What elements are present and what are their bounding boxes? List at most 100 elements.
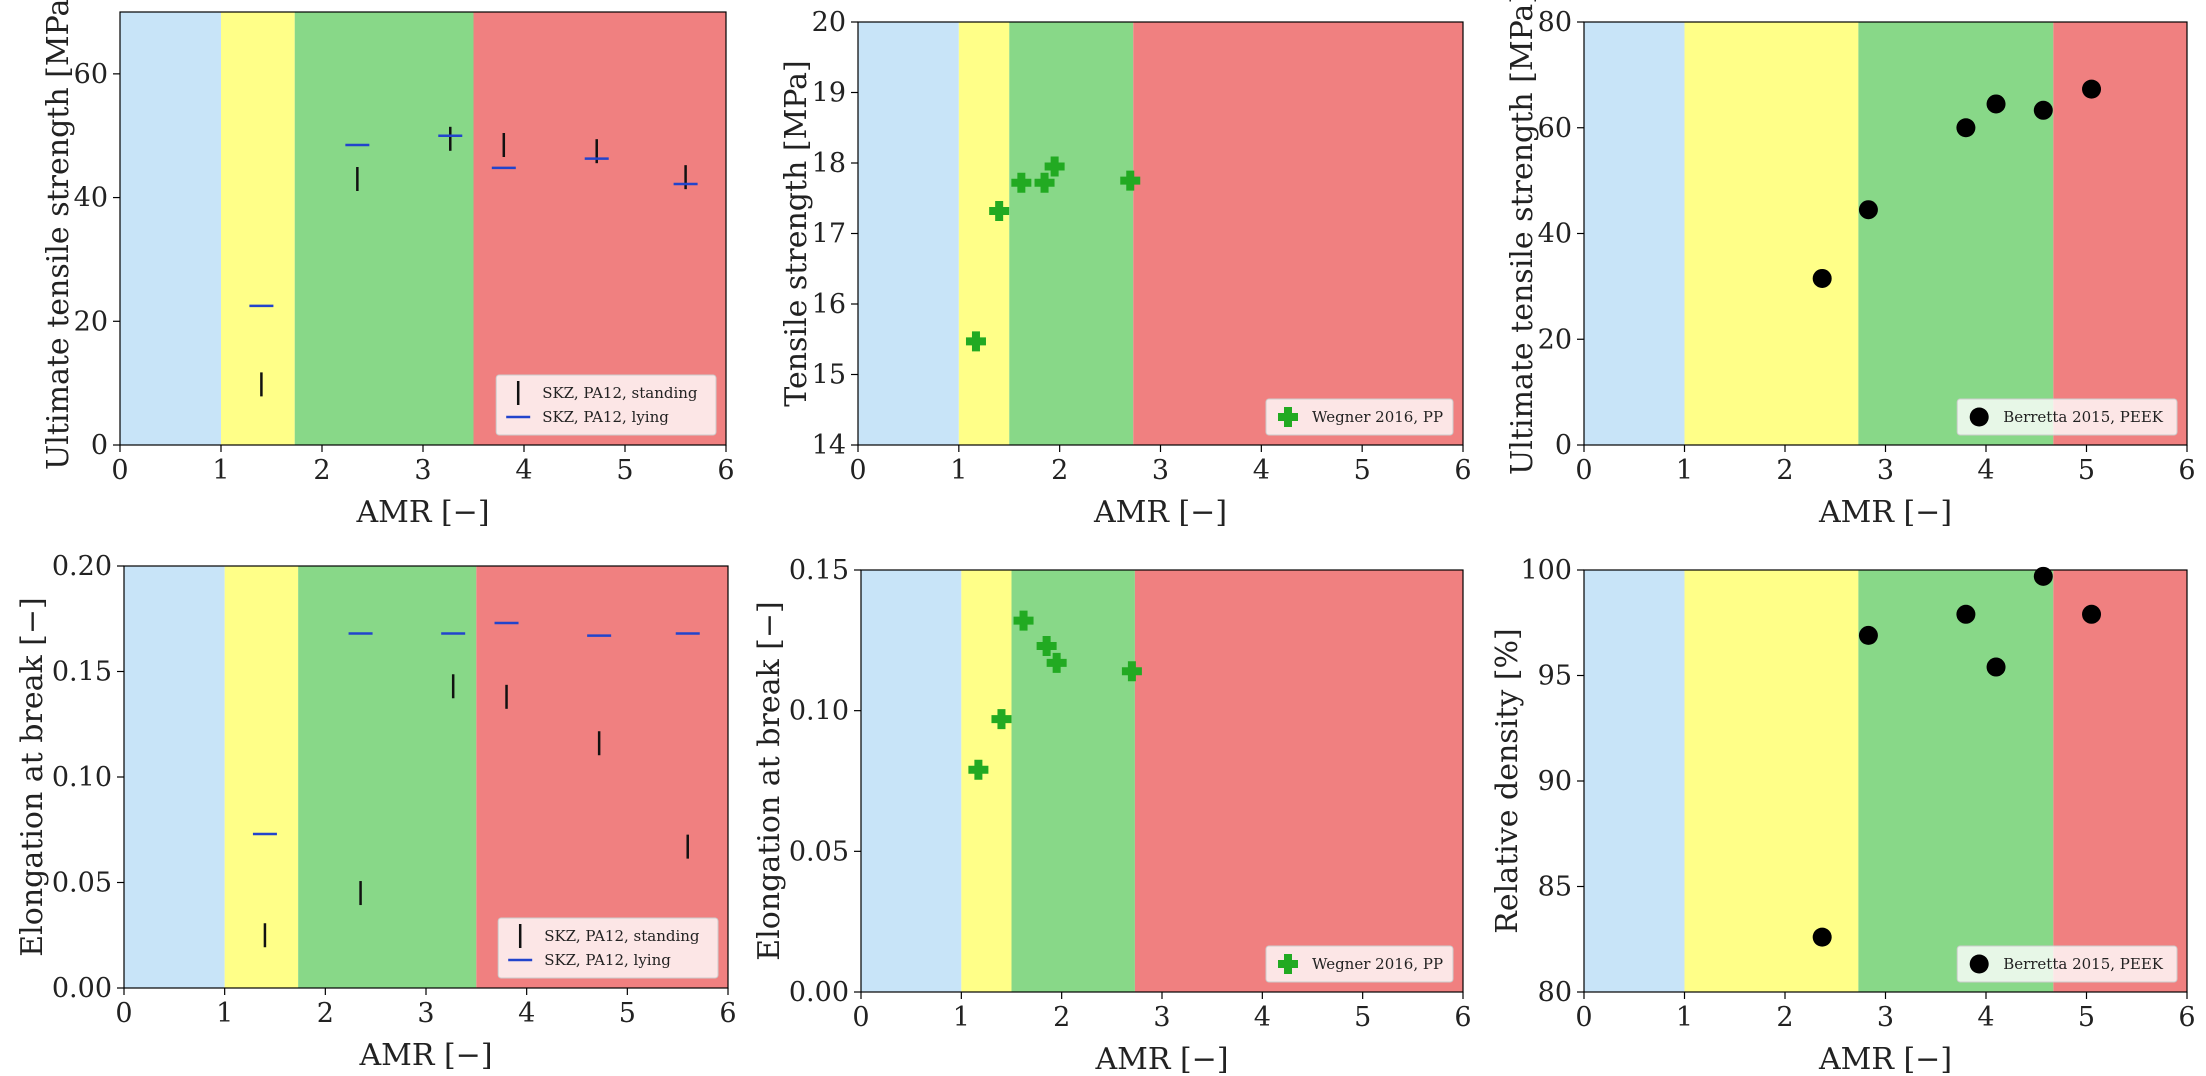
data-point — [1812, 927, 1832, 947]
legend: Berretta 2015, PEEK — [1956, 398, 2178, 436]
data-point — [1986, 657, 2006, 677]
legend-label: SKZ, PA12, standing — [544, 927, 700, 945]
x-axis-label: AMR [−] — [355, 495, 489, 530]
x-tick-label: 0 — [1575, 455, 1592, 486]
x-tick-label: 4 — [1254, 1002, 1271, 1033]
x-tick-label: 0 — [115, 998, 132, 1029]
x-tick-label: 6 — [2178, 1002, 2195, 1033]
x-tick-label: 5 — [1354, 455, 1371, 486]
data-point — [1956, 604, 1976, 624]
legend-marker — [1969, 954, 1989, 974]
y-tick-label: 0.05 — [789, 836, 849, 867]
y-tick-label: 20 — [74, 306, 108, 337]
legend-label: SKZ, PA12, lying — [542, 408, 669, 426]
y-tick-label: 0 — [91, 430, 108, 461]
x-tick-label: 5 — [1354, 1002, 1371, 1033]
region-band — [124, 566, 225, 988]
y-tick-label: 60 — [1538, 113, 1572, 144]
region-band — [1684, 570, 1859, 992]
legend-box — [495, 374, 717, 436]
data-point — [991, 709, 1012, 730]
region-band — [1134, 570, 1463, 992]
data-point — [2082, 79, 2102, 99]
y-tick-label: 0.00 — [52, 973, 112, 1004]
x-tick-label: 3 — [417, 998, 434, 1029]
data-point — [989, 200, 1010, 221]
region-band — [221, 12, 295, 445]
x-tick-label: 4 — [518, 998, 535, 1029]
x-tick-label: 0 — [1575, 1002, 1592, 1033]
x-tick-label: 1 — [1676, 1002, 1693, 1033]
y-tick-label: 0.00 — [789, 977, 849, 1008]
x-tick-label: 3 — [1153, 1002, 1170, 1033]
x-axis-label: AMR [−] — [358, 1038, 492, 1073]
x-axis-label: AMR [−] — [1818, 495, 1952, 530]
legend: SKZ, PA12, standing SKZ, PA12, lying — [495, 374, 717, 436]
legend-marker — [1278, 407, 1298, 427]
x-tick-label: 2 — [1776, 455, 1793, 486]
data-point — [1036, 635, 1057, 656]
data-point — [1986, 94, 2006, 114]
y-tick-label: 60 — [74, 59, 108, 90]
legend-marker — [1969, 407, 1989, 427]
chart-5: 0 1 2 3 4 5 6 0.00 0.05 0.10 0.15 AMR [−] Elongation… — [752, 555, 1472, 1076]
chart-6: 0 1 2 3 4 5 6 80 85 90 95 100 AMR [−] Relative densit… — [1490, 555, 2196, 1076]
region-band — [1133, 22, 1463, 445]
y-tick-label: 19 — [812, 78, 846, 109]
data-point — [1046, 652, 1067, 673]
legend-label: SKZ, PA12, lying — [544, 951, 671, 969]
x-tick-label: 4 — [1977, 1002, 1994, 1033]
y-tick-label: 0.15 — [789, 555, 849, 586]
legend-box — [1265, 945, 1454, 983]
legend-label: Berretta 2015, PEEK — [2003, 955, 2164, 973]
x-tick-label: 2 — [1053, 1002, 1070, 1033]
x-tick-label: 1 — [212, 455, 229, 486]
legend-label: SKZ, PA12, standing — [542, 384, 698, 402]
legend-box — [497, 917, 719, 979]
legend-marker — [1278, 954, 1298, 974]
x-tick-label: 3 — [1877, 455, 1894, 486]
y-tick-label: 80 — [1538, 977, 1572, 1008]
data-point — [1011, 172, 1032, 193]
x-tick-label: 3 — [414, 455, 431, 486]
x-tick-label: 6 — [717, 455, 734, 486]
y-axis-label: Relative density [%] — [1490, 628, 1525, 933]
x-tick-label: 2 — [313, 455, 330, 486]
y-tick-label: 15 — [812, 360, 846, 391]
region-band — [2053, 570, 2187, 992]
region-band — [298, 566, 477, 988]
region-band — [1584, 22, 1685, 445]
x-tick-label: 5 — [2078, 455, 2095, 486]
y-tick-label: 0.05 — [52, 868, 112, 899]
y-axis-label: Ultimate tensile strength [MPa] — [1505, 0, 1540, 475]
y-tick-label: 20 — [812, 7, 846, 38]
data-point — [1120, 170, 1141, 191]
y-tick-label: 40 — [1538, 219, 1572, 250]
y-tick-label: 0.10 — [789, 696, 849, 727]
legend-label: Berretta 2015, PEEK — [2003, 408, 2164, 426]
x-tick-label: 5 — [619, 998, 636, 1029]
data-point — [1013, 610, 1034, 631]
data-point — [1858, 200, 1878, 220]
region-band — [858, 22, 959, 445]
y-tick-label: 0.20 — [52, 551, 112, 582]
legend-box — [1265, 398, 1454, 436]
y-tick-label: 85 — [1538, 872, 1572, 903]
x-tick-label: 5 — [2078, 1002, 2095, 1033]
y-tick-label: 18 — [812, 148, 846, 179]
y-axis-label: Elongation at break [−] — [752, 601, 787, 960]
region-band — [958, 22, 1010, 445]
y-tick-label: 17 — [812, 219, 846, 250]
y-axis-label: Tensile strength [MPa] — [779, 60, 814, 406]
legend-box — [1956, 945, 2178, 983]
data-point — [1121, 661, 1142, 682]
data-point — [2033, 100, 2053, 120]
x-tick-label: 1 — [216, 998, 233, 1029]
y-tick-label: 20 — [1538, 324, 1572, 355]
region-band — [1011, 570, 1135, 992]
region-band — [1584, 570, 1685, 992]
data-point — [2082, 604, 2102, 624]
region-band — [2053, 22, 2187, 445]
